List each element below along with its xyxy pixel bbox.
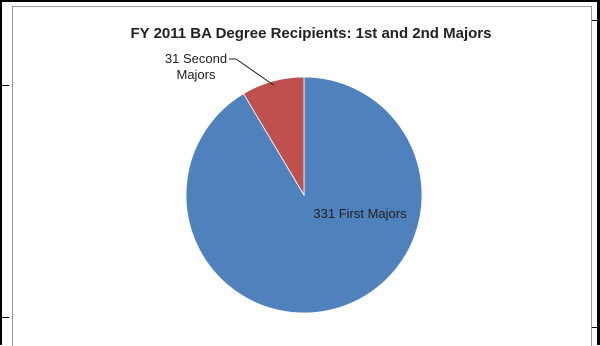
table-rule	[0, 317, 9, 318]
slice-label-first-majors: 331 First Majors	[313, 206, 407, 221]
slice-label-second-majors: 31 Second Majors	[165, 51, 227, 82]
table-rule	[591, 20, 600, 21]
table-border-left	[0, 0, 2, 345]
table-rule	[0, 85, 9, 86]
table-border-right	[597, 0, 600, 345]
leader-line	[229, 58, 274, 86]
pie-slices	[185, 76, 423, 314]
table-rule	[591, 327, 600, 328]
pie-labels: 331 First Majors 31 Second Majors	[165, 51, 407, 221]
slice-second-majors	[242, 76, 305, 197]
chart-title: FY 2011 BA Degree Recipients: 1st and 2n…	[131, 25, 492, 42]
table-border-top	[0, 0, 600, 2]
